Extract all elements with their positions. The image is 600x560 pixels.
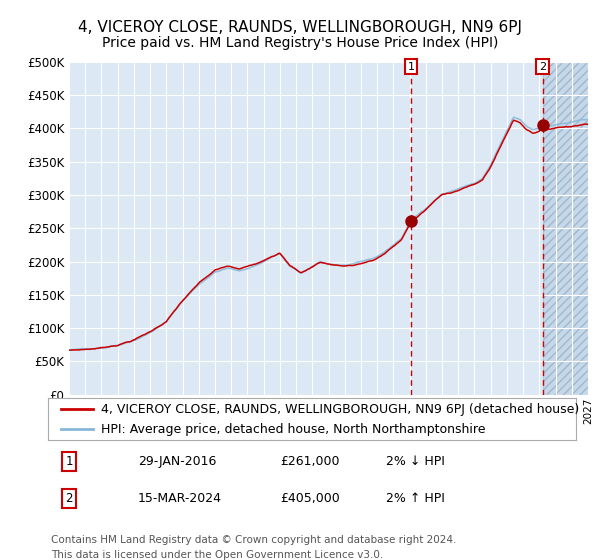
Text: 4, VICEROY CLOSE, RAUNDS, WELLINGBOROUGH, NN9 6PJ (detached house): 4, VICEROY CLOSE, RAUNDS, WELLINGBOROUGH… (101, 403, 579, 416)
Text: 1: 1 (407, 62, 415, 72)
Text: 2: 2 (65, 492, 73, 505)
Bar (543, 62, 588, 395)
Text: 4, VICEROY CLOSE, RAUNDS, WELLINGBOROUGH, NN9 6PJ: 4, VICEROY CLOSE, RAUNDS, WELLINGBOROUGH… (78, 20, 522, 35)
Text: 29-JAN-2016: 29-JAN-2016 (138, 455, 216, 468)
Text: 1: 1 (65, 455, 73, 468)
Text: Price paid vs. HM Land Registry's House Price Index (HPI): Price paid vs. HM Land Registry's House … (102, 36, 498, 50)
Text: 2% ↓ HPI: 2% ↓ HPI (386, 455, 445, 468)
Text: HPI: Average price, detached house, North Northamptonshire: HPI: Average price, detached house, Nort… (101, 423, 485, 436)
Text: 15-MAR-2024: 15-MAR-2024 (138, 492, 222, 505)
Text: £261,000: £261,000 (280, 455, 340, 468)
Text: Contains HM Land Registry data © Crown copyright and database right 2024.
This d: Contains HM Land Registry data © Crown c… (51, 535, 457, 559)
Text: £405,000: £405,000 (280, 492, 340, 505)
Text: 2: 2 (539, 62, 547, 72)
Text: 2% ↑ HPI: 2% ↑ HPI (386, 492, 445, 505)
